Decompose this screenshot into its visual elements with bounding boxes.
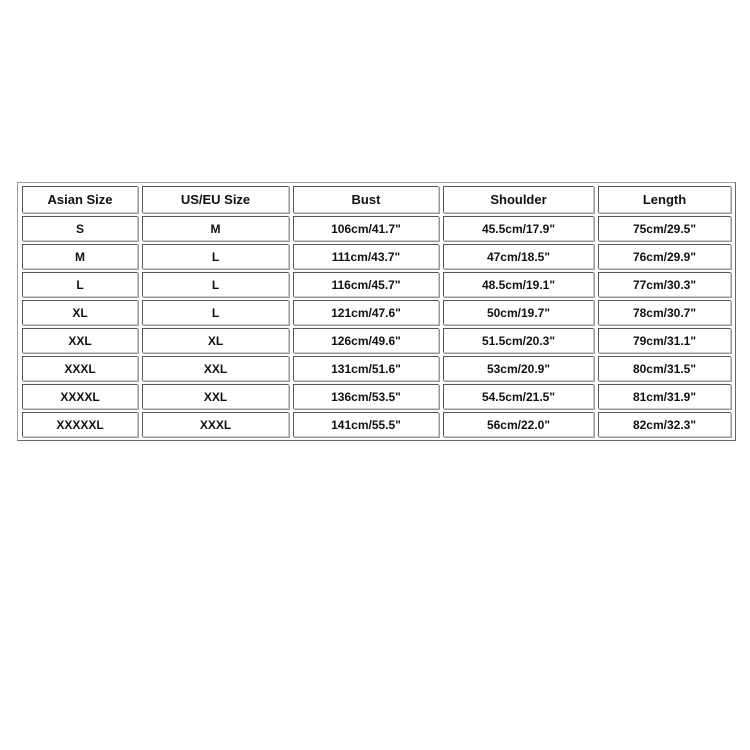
table-cell: XXXXL [22, 384, 138, 409]
table-cell: XXXL [22, 356, 138, 381]
table-cell: XXL [142, 356, 289, 381]
table-cell: 126cm/49.6" [293, 328, 439, 353]
table-cell: 78cm/30.7" [598, 300, 731, 325]
table-cell: XXL [142, 384, 289, 409]
table-cell: 111cm/43.7" [293, 244, 439, 269]
table-row: XXXXL XXL 136cm/53.5" 54.5cm/21.5" 81cm/31.9… [22, 384, 731, 409]
table-cell: XXL [22, 328, 138, 353]
column-header: Shoulder [443, 186, 594, 213]
column-header: US/EU Size [142, 186, 289, 213]
table-cell: 80cm/31.5" [598, 356, 731, 381]
table-row: XXXXXL XXXL 141cm/55.5" 56cm/22.0" 82cm/32.3… [22, 412, 731, 437]
table-cell: 82cm/32.3" [598, 412, 731, 437]
table-cell: M [142, 216, 289, 241]
table-row: L L 116cm/45.7" 48.5cm/19.1" 77cm/30.3" [22, 272, 731, 297]
table-cell: 53cm/20.9" [443, 356, 594, 381]
column-header: Bust [293, 186, 439, 213]
table-cell: 47cm/18.5" [443, 244, 594, 269]
table-row: XL L 121cm/47.6" 50cm/19.7" 78cm/30.7" [22, 300, 731, 325]
size-chart: Asian Size US/EU Size Bust Shoulder Length S… [17, 182, 736, 441]
table-cell: L [142, 244, 289, 269]
table-cell: XL [142, 328, 289, 353]
table-cell: XXXL [142, 412, 289, 437]
table-cell: 136cm/53.5" [293, 384, 439, 409]
table-cell: 51.5cm/20.3" [443, 328, 594, 353]
table-cell: XXXXXL [22, 412, 138, 437]
table-cell: S [22, 216, 138, 241]
table-cell: 54.5cm/21.5" [443, 384, 594, 409]
table-cell: 121cm/47.6" [293, 300, 439, 325]
table-row: XXL XL 126cm/49.6" 51.5cm/20.3" 79cm/31.1" [22, 328, 731, 353]
table-cell: 50cm/19.7" [443, 300, 594, 325]
table-row: M L 111cm/43.7" 47cm/18.5" 76cm/29.9" [22, 244, 731, 269]
table-cell: L [22, 272, 138, 297]
table-cell: 56cm/22.0" [443, 412, 594, 437]
header-row: Asian Size US/EU Size Bust Shoulder Length [22, 186, 731, 213]
table-cell: XL [22, 300, 138, 325]
table-cell: 76cm/29.9" [598, 244, 731, 269]
table-row: S M 106cm/41.7" 45.5cm/17.9" 75cm/29.5" [22, 216, 731, 241]
table-cell: 75cm/29.5" [598, 216, 731, 241]
table-row: XXXL XXL 131cm/51.6" 53cm/20.9" 80cm/31.5" [22, 356, 731, 381]
table-cell: L [142, 300, 289, 325]
table-cell: 79cm/31.1" [598, 328, 731, 353]
table-cell: 106cm/41.7" [293, 216, 439, 241]
column-header: Asian Size [22, 186, 138, 213]
column-header: Length [598, 186, 731, 213]
table-cell: 77cm/30.3" [598, 272, 731, 297]
table-cell: 131cm/51.6" [293, 356, 439, 381]
table-cell: 116cm/45.7" [293, 272, 439, 297]
table-cell: 81cm/31.9" [598, 384, 731, 409]
table-cell: 48.5cm/19.1" [443, 272, 594, 297]
table-cell: 45.5cm/17.9" [443, 216, 594, 241]
table-cell: L [142, 272, 289, 297]
table-cell: M [22, 244, 138, 269]
size-table: Asian Size US/EU Size Bust Shoulder Length S… [18, 183, 735, 440]
table-cell: 141cm/55.5" [293, 412, 439, 437]
